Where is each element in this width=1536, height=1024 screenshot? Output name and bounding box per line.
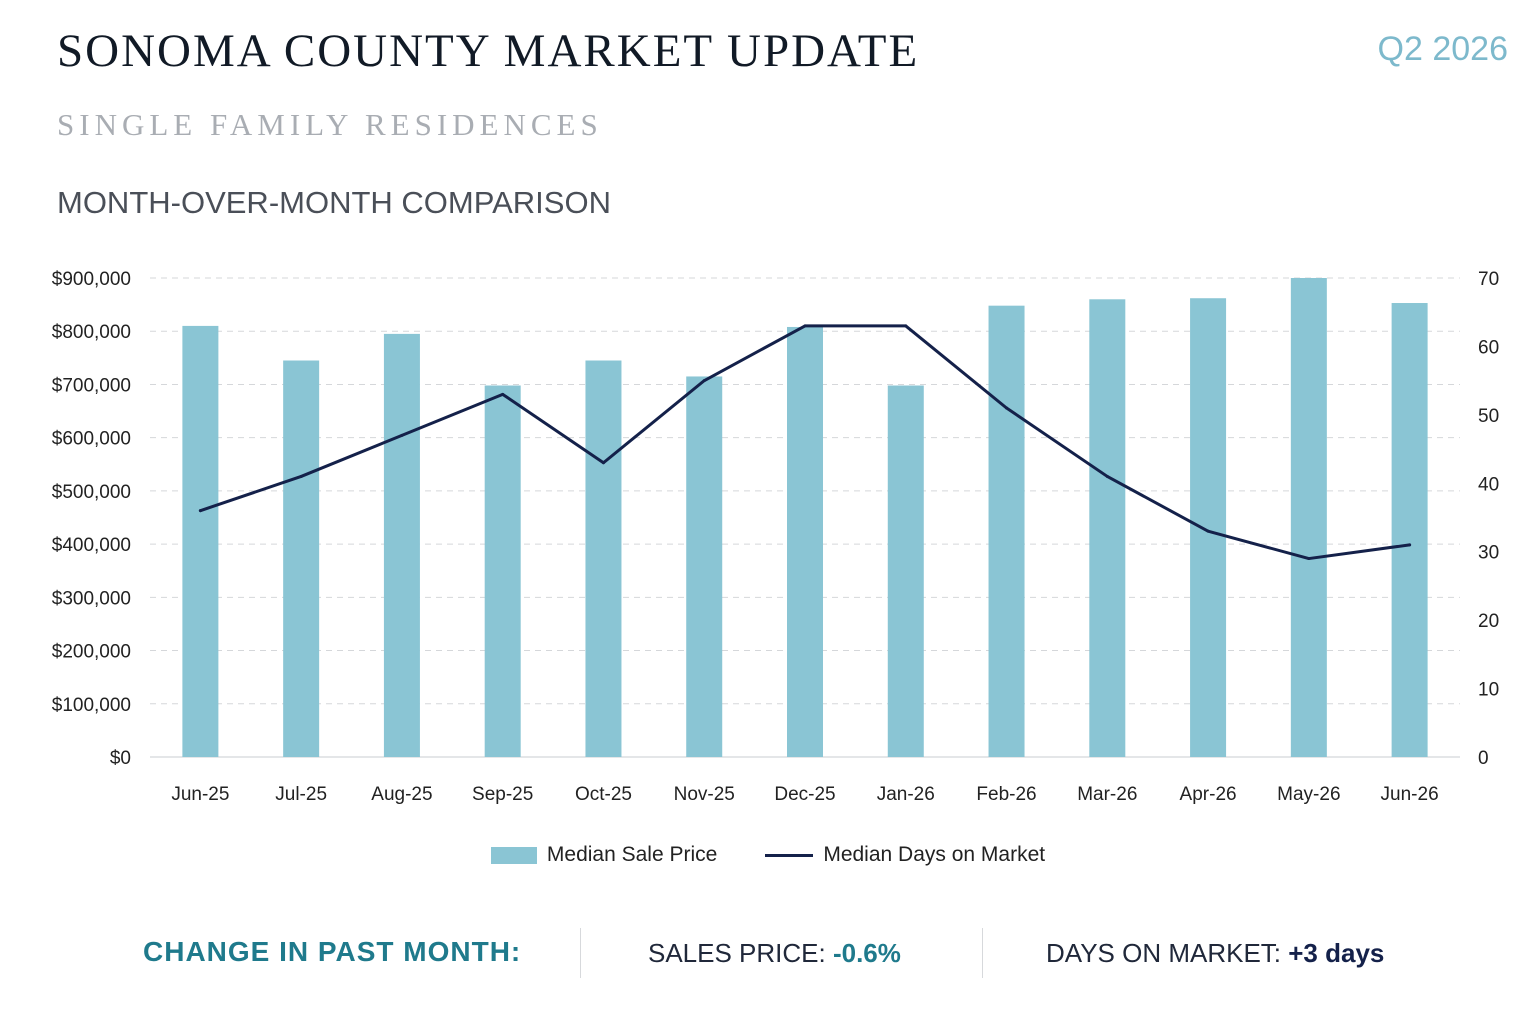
point-median-days-on-market (1105, 474, 1109, 478)
point-median-days-on-market (198, 509, 202, 513)
right-tick-label: 30 (1478, 543, 1499, 564)
bar-median-sale-price (283, 360, 320, 757)
right-axis-ticks: 0 10 20 30 40 50 60 70 (1478, 269, 1499, 769)
point-median-days-on-market (601, 461, 605, 465)
point-median-days-on-market (299, 474, 303, 478)
left-tick-label: $900,000 (52, 269, 131, 290)
x-tick-label: May-26 (1277, 784, 1340, 805)
left-tick-label: $100,000 (52, 695, 131, 716)
legend-bar-swatch (490, 846, 537, 864)
point-median-days-on-market (1005, 406, 1009, 410)
sales-price-value: -0.6% (832, 938, 901, 968)
quarter-label: Q2 2026 (1377, 30, 1508, 68)
left-tick-label: $0 (110, 748, 131, 769)
right-tick-label: 0 (1478, 748, 1489, 769)
point-median-days-on-market (400, 433, 404, 437)
change-label: CHANGE IN PAST MONTH: (143, 936, 522, 967)
legend-label-sale-price: Median Sale Price (546, 843, 718, 866)
bar-median-sale-price (887, 385, 924, 757)
chart-legend: Median Sale Price Median Days on Market (0, 843, 1536, 867)
legend-item-sale-price: Median Sale Price (490, 843, 718, 867)
point-median-days-on-market (1408, 543, 1412, 547)
bar-median-sale-price (1089, 299, 1126, 757)
left-tick-label: $800,000 (52, 322, 131, 343)
summary-bar: CHANGE IN PAST MONTH: SALES PRICE: -0.6%… (0, 928, 1536, 978)
bar-median-sale-price (182, 325, 219, 757)
x-tick-label: Feb-26 (976, 784, 1036, 805)
report-subtitle: SINGLE FAMILY RESIDENCES (57, 107, 603, 142)
days-on-market-label: DAYS ON MARKET: (1046, 938, 1282, 968)
point-median-days-on-market (803, 324, 807, 328)
legend-item-days-on-market: Median Days on Market (765, 843, 1045, 867)
right-tick-label: 10 (1478, 680, 1499, 701)
x-tick-label: Oct-25 (575, 784, 632, 805)
bar-median-sale-price (383, 333, 420, 757)
left-tick-label: $200,000 (52, 642, 131, 663)
left-tick-label: $300,000 (52, 588, 131, 609)
x-axis-ticks: Jun-25 Jul-25 Aug-25 Sep-25 Oct-25 Nov-25 Dec-… (171, 784, 1438, 805)
days-on-market-stat: DAYS ON MARKET: +3 days (1046, 938, 1384, 969)
x-tick-label: Jul-25 (275, 784, 327, 805)
right-tick-label: 50 (1478, 406, 1499, 427)
bar-median-sale-price (484, 385, 521, 757)
x-tick-label: Nov-25 (674, 784, 735, 805)
sales-price-stat: SALES PRICE: -0.6% (648, 938, 901, 969)
section-heading: MONTH-OVER-MONTH COMPARISON (57, 185, 611, 220)
x-tick-label: Mar-26 (1077, 784, 1137, 805)
left-axis-ticks: $0 $100,000 $200,000 $300,000 $400,000 $500,0… (52, 269, 131, 769)
x-tick-label: Jan-26 (877, 784, 935, 805)
bar-median-sale-price (1290, 278, 1327, 757)
right-tick-label: 40 (1478, 474, 1499, 495)
right-tick-label: 20 (1478, 611, 1499, 632)
bar-median-sale-price (1391, 303, 1428, 757)
x-tick-label: Jun-25 (171, 784, 229, 805)
sales-price-label: SALES PRICE: (648, 938, 826, 968)
point-median-days-on-market (702, 379, 706, 383)
left-tick-label: $700,000 (52, 375, 131, 396)
legend-label-days-on-market: Median Days on Market (823, 843, 1046, 866)
bar-median-sale-price (988, 305, 1025, 757)
point-median-days-on-market (904, 324, 908, 328)
x-tick-label: Jun-26 (1381, 784, 1439, 805)
x-tick-label: Aug-25 (371, 784, 432, 805)
bar-median-sale-price (585, 360, 622, 757)
point-median-days-on-market (1206, 529, 1210, 533)
x-tick-label: Dec-25 (774, 784, 835, 805)
point-median-days-on-market (1307, 557, 1311, 561)
line-series (198, 324, 1412, 561)
combo-chart: $0 $100,000 $200,000 $300,000 $400,000 $500,0… (52, 269, 1499, 805)
x-tick-label: Apr-26 (1180, 784, 1237, 805)
summary-divider (982, 928, 983, 978)
x-tick-label: Sep-25 (472, 784, 533, 805)
bar-median-sale-price (1190, 298, 1227, 757)
days-on-market-value: +3 days (1288, 938, 1385, 968)
legend-line-swatch (765, 853, 814, 857)
right-tick-label: 70 (1478, 269, 1499, 290)
bar-series (182, 278, 1428, 757)
point-median-days-on-market (501, 392, 505, 396)
report-title: SONOMA COUNTY MARKET UPDATE (57, 25, 920, 77)
right-tick-label: 60 (1478, 337, 1499, 358)
left-tick-label: $400,000 (52, 535, 131, 556)
summary-divider (580, 928, 581, 978)
left-tick-label: $500,000 (52, 482, 131, 503)
bar-median-sale-price (787, 326, 823, 757)
bar-median-sale-price (686, 376, 723, 757)
left-tick-label: $600,000 (52, 429, 131, 450)
